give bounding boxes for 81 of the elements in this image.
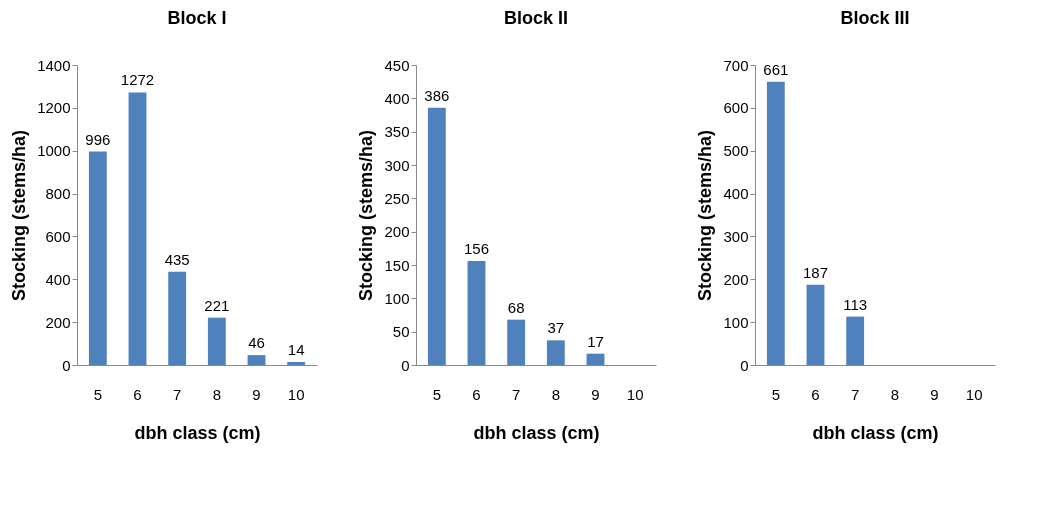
bar bbox=[806, 284, 825, 365]
y-tick-label: 200 bbox=[45, 313, 71, 331]
y-tick-label: 600 bbox=[45, 227, 71, 245]
chart-title: Block II bbox=[503, 8, 569, 28]
bar bbox=[766, 81, 785, 365]
y-axis-title: Stocking (stems/ha) bbox=[356, 129, 377, 302]
y-tick-label: 400 bbox=[723, 185, 749, 203]
bar bbox=[507, 319, 526, 365]
y-tick-label: 1000 bbox=[37, 142, 71, 160]
y-tick-label: 200 bbox=[723, 270, 749, 288]
x-axis-title: dbh class (cm) bbox=[473, 422, 600, 443]
x-tick-label: 5 bbox=[432, 385, 441, 403]
x-tick-label: 10 bbox=[965, 385, 983, 403]
y-tick-label: 250 bbox=[384, 189, 410, 207]
y-tick-label: 400 bbox=[384, 89, 410, 107]
bar bbox=[247, 355, 266, 365]
y-tick-label: 50 bbox=[392, 323, 410, 341]
bar bbox=[546, 340, 565, 365]
data-label: 1272 bbox=[120, 71, 155, 89]
y-tick-label: 150 bbox=[384, 256, 410, 274]
x-tick-label: 6 bbox=[133, 385, 142, 403]
x-tick-label: 5 bbox=[771, 385, 780, 403]
y-tick-label: 800 bbox=[45, 185, 71, 203]
bar bbox=[467, 261, 486, 365]
y-tick-label: 600 bbox=[723, 99, 749, 117]
data-label: 221 bbox=[204, 296, 230, 314]
y-tick-label: 500 bbox=[723, 142, 749, 160]
chart-title: Block I bbox=[167, 8, 227, 28]
y-tick-label: 450 bbox=[384, 56, 410, 74]
x-tick-label: 10 bbox=[626, 385, 644, 403]
bar bbox=[168, 271, 187, 365]
x-tick-label: 9 bbox=[591, 385, 600, 403]
x-tick-label: 9 bbox=[930, 385, 939, 403]
x-tick-label: 7 bbox=[850, 385, 860, 403]
x-tick-label: 5 bbox=[93, 385, 102, 403]
chart-title: Block III bbox=[840, 8, 910, 28]
data-label: 37 bbox=[547, 319, 565, 337]
bar bbox=[586, 353, 605, 365]
x-tick-label: 7 bbox=[511, 385, 521, 403]
x-tick-label: 8 bbox=[551, 385, 561, 403]
bar bbox=[88, 151, 107, 365]
data-label: 113 bbox=[843, 295, 868, 313]
y-tick-label: 0 bbox=[62, 356, 71, 374]
data-label: 661 bbox=[763, 60, 789, 78]
y-tick-label: 200 bbox=[384, 223, 410, 241]
data-label: 68 bbox=[507, 298, 525, 316]
data-label: 996 bbox=[85, 130, 111, 148]
x-tick-label: 6 bbox=[811, 385, 820, 403]
y-tick-label: 0 bbox=[401, 356, 410, 374]
y-tick-label: 100 bbox=[384, 289, 410, 307]
y-tick-label: 1200 bbox=[37, 99, 71, 117]
data-label: 17 bbox=[587, 332, 604, 350]
bar bbox=[287, 362, 306, 365]
y-tick-label: 100 bbox=[723, 313, 749, 331]
y-axis-title: Stocking (stems/ha) bbox=[9, 129, 30, 302]
data-label: 46 bbox=[248, 334, 265, 352]
y-axis-title: Stocking (stems/ha) bbox=[695, 129, 716, 302]
data-label: 14 bbox=[287, 341, 305, 358]
data-label: 386 bbox=[424, 86, 450, 104]
x-tick-label: 10 bbox=[287, 385, 305, 403]
x-axis-title: dbh class (cm) bbox=[812, 422, 939, 443]
x-tick-label: 8 bbox=[212, 385, 222, 403]
data-label: 156 bbox=[463, 240, 490, 257]
y-tick-label: 300 bbox=[723, 227, 749, 245]
x-tick-label: 8 bbox=[890, 385, 900, 403]
y-tick-label: 700 bbox=[723, 56, 749, 74]
x-tick-label: 6 bbox=[472, 385, 481, 403]
bar bbox=[427, 107, 446, 365]
y-tick-label: 300 bbox=[384, 156, 410, 174]
bar bbox=[846, 316, 865, 365]
x-tick-label: 9 bbox=[252, 385, 261, 403]
y-tick-label: 0 bbox=[740, 356, 749, 374]
data-label: 435 bbox=[164, 250, 190, 268]
y-tick-label: 1400 bbox=[37, 56, 71, 74]
x-axis-title: dbh class (cm) bbox=[134, 422, 261, 443]
y-tick-label: 350 bbox=[384, 123, 410, 141]
bar bbox=[207, 317, 226, 365]
bar bbox=[128, 92, 147, 365]
data-label: 187 bbox=[802, 263, 829, 281]
x-tick-label: 7 bbox=[172, 385, 182, 403]
y-tick-label: 400 bbox=[45, 270, 71, 288]
